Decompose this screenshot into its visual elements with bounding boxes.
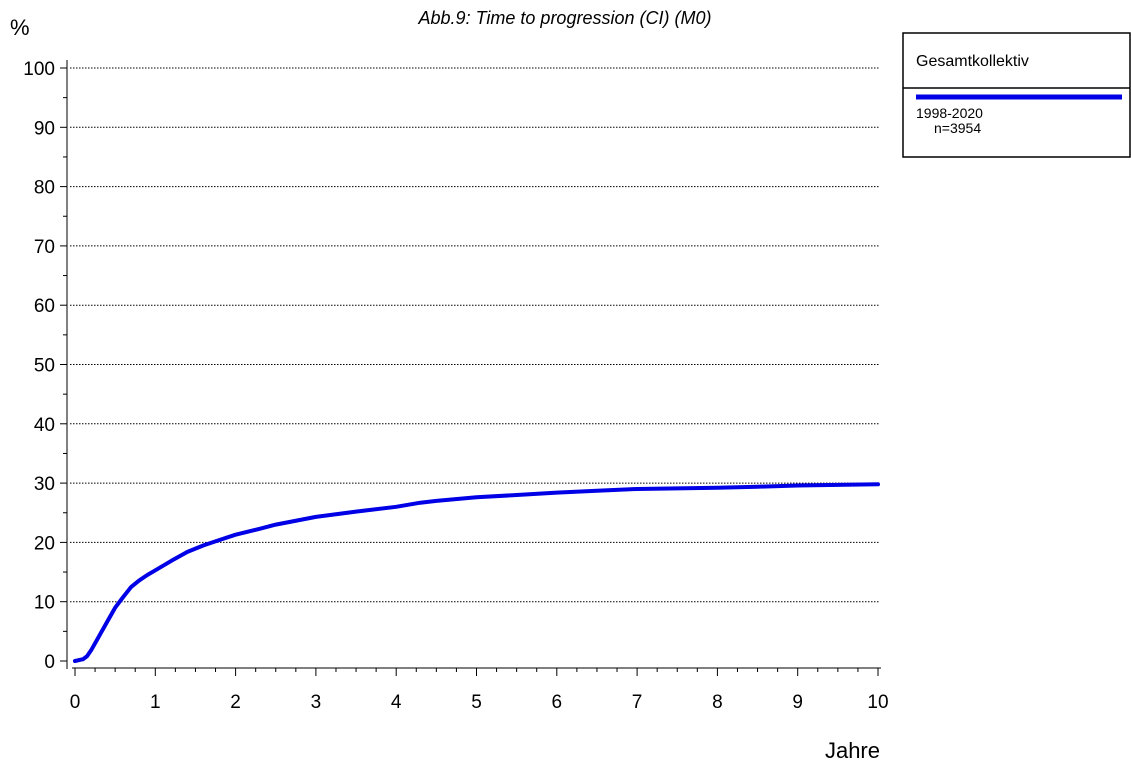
axes <box>66 60 881 669</box>
x-tick-label-5: 5 <box>471 692 482 713</box>
x-tick-label-6: 6 <box>552 692 563 713</box>
legend-entry-label: 1998-2020 <box>916 105 983 121</box>
y-tick-label-40: 40 <box>34 415 55 436</box>
y-tick-label-60: 60 <box>34 296 55 317</box>
y-tick-label-70: 70 <box>34 237 55 258</box>
x-tick-label-3: 3 <box>311 692 322 713</box>
y-tick-label-90: 90 <box>34 118 55 139</box>
x-axis-label: Jahre <box>825 738 880 763</box>
y-tick-label-0: 0 <box>44 652 55 673</box>
y-tick-label-30: 30 <box>34 474 55 495</box>
x-tick-label-0: 0 <box>70 692 81 713</box>
x-tick-label-9: 9 <box>792 692 803 713</box>
y-tick-label-50: 50 <box>34 356 55 377</box>
y-tick-label-100: 100 <box>23 59 55 80</box>
x-tick-label-7: 7 <box>632 692 643 713</box>
x-tick-label-1: 1 <box>150 692 161 713</box>
legend: Gesamtkollektiv 1998-2020 n=3954 <box>902 32 1131 158</box>
x-ticks: 0 1 2 3 4 5 6 7 8 9 10 <box>70 668 889 713</box>
y-ticks: 0 10 20 30 40 50 60 70 80 90 100 <box>23 59 67 673</box>
x-tick-label-2: 2 <box>230 692 241 713</box>
legend-entry-sublabel: n=3954 <box>934 120 981 136</box>
series-line-0 <box>73 482 880 663</box>
y-tick-label-80: 80 <box>34 178 55 199</box>
chart-title: Abb.9: Time to progression (CI) (M0) <box>418 8 712 28</box>
x-tick-label-8: 8 <box>712 692 723 713</box>
gridlines <box>70 67 880 603</box>
y-tick-label-20: 20 <box>34 533 55 554</box>
series-layer <box>73 482 880 663</box>
x-tick-label-4: 4 <box>391 692 402 713</box>
y-tick-label-10: 10 <box>34 593 55 614</box>
x-tick-label-10: 10 <box>867 692 888 713</box>
legend-title: Gesamtkollektiv <box>916 53 1029 70</box>
y-axis-label: % <box>10 15 30 40</box>
